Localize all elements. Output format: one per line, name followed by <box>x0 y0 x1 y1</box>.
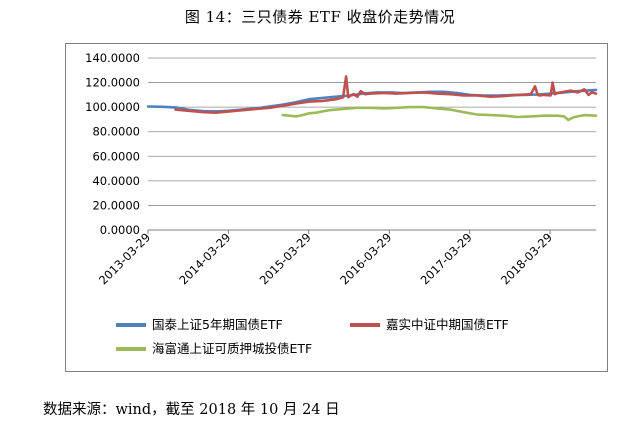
legend-label-2: 嘉实中证中期国债ETF <box>386 317 509 332</box>
series-line-2 <box>174 75 598 114</box>
y-tick-label: 80.0000 <box>92 125 140 139</box>
legend-label-1: 国泰上证5年期国债ETF <box>152 317 283 332</box>
series-line-3 <box>281 105 598 122</box>
y-tick-label: 0.0000 <box>100 223 140 237</box>
y-tick-label: 140.0000 <box>85 51 140 65</box>
x-tick-label: 2015-03-29 <box>257 230 314 287</box>
x-tick-label: 2013-03-29 <box>96 230 153 287</box>
legend-label-3: 海富通上证可质押城投债ETF <box>152 341 312 356</box>
y-tick-label: 120.0000 <box>85 76 140 90</box>
chart-svg: 0.0000 20.0000 40.0000 60.0000 80.0000 100.00… <box>85 51 598 356</box>
source-note: 数据来源：wind，截至 2018 年 10 月 24 日 <box>43 402 340 418</box>
chart-frame: 0.0000 20.0000 40.0000 60.0000 80.0000 100.00… <box>65 43 608 372</box>
x-tick-label: 2018-03-29 <box>498 230 555 287</box>
x-tick-label: 2014-03-29 <box>176 230 233 287</box>
y-tick-label: 20.0000 <box>92 198 140 212</box>
x-tick-label: 2017-03-29 <box>418 230 475 287</box>
y-tick-label: 100.0000 <box>85 100 140 114</box>
figure-title: 图 14：三只债券 ETF 收盘价走势情况 <box>184 8 456 26</box>
y-tick-label: 60.0000 <box>92 149 140 163</box>
y-tick-label: 40.0000 <box>92 174 140 188</box>
x-tick-label: 2016-03-29 <box>337 230 394 287</box>
